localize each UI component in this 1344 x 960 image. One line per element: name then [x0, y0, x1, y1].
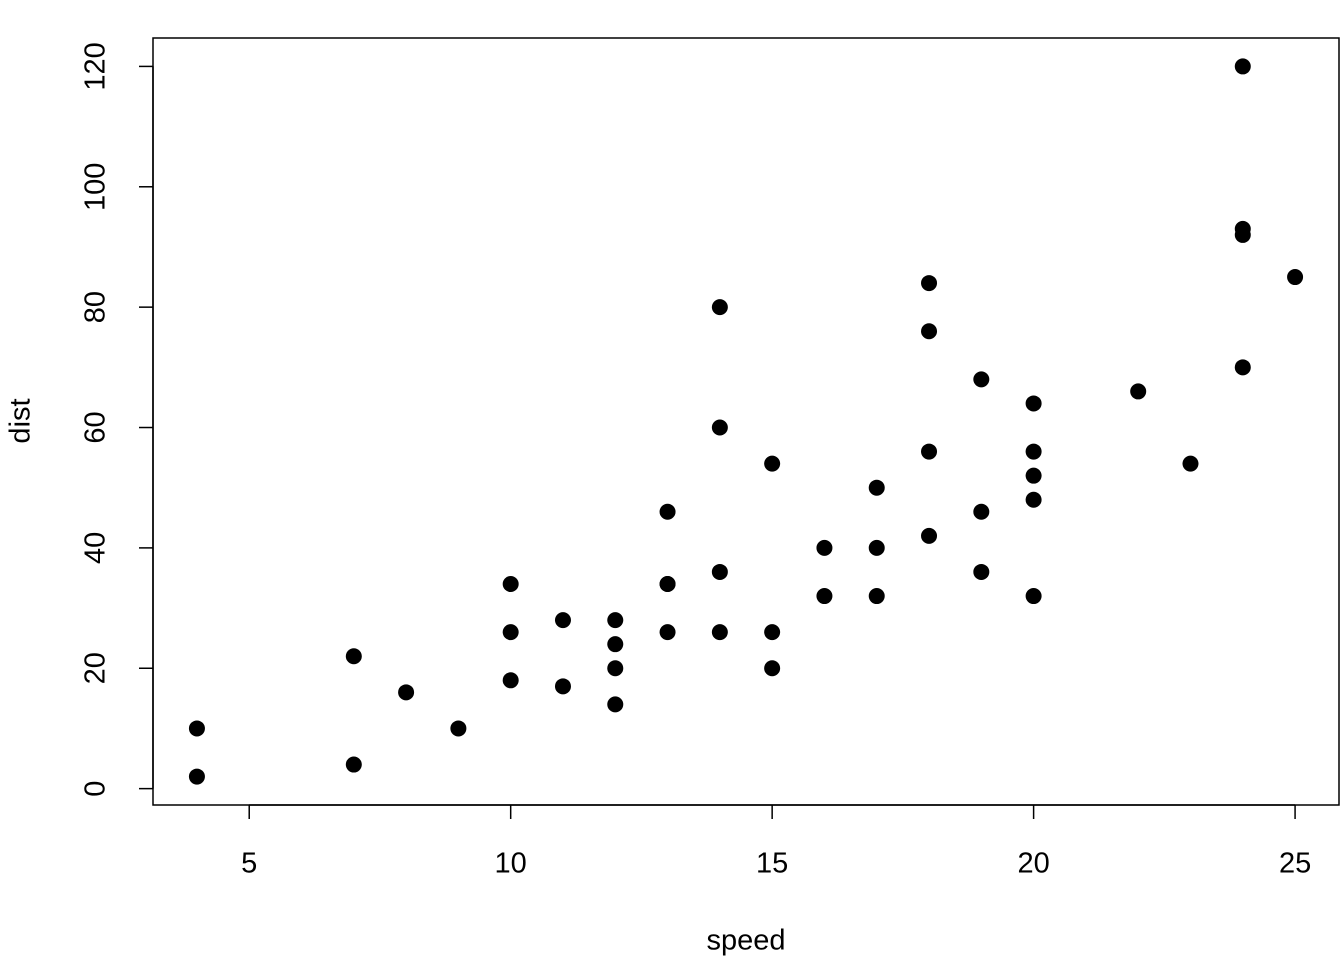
point	[554, 612, 571, 629]
point	[921, 275, 938, 292]
point	[607, 636, 624, 653]
point	[398, 684, 415, 701]
point	[921, 527, 938, 544]
point	[816, 588, 833, 605]
point	[764, 455, 781, 472]
point	[607, 660, 624, 677]
point	[973, 563, 990, 580]
point	[921, 443, 938, 460]
point	[450, 720, 467, 737]
point	[188, 768, 205, 785]
point	[1025, 443, 1042, 460]
x-axis-label: speed	[706, 925, 785, 957]
point	[711, 624, 728, 641]
point	[1025, 467, 1042, 484]
point	[711, 299, 728, 316]
x-tick-label: 25	[1279, 848, 1311, 880]
y-tick-label: 60	[80, 411, 112, 443]
point	[1130, 383, 1147, 400]
x-tick-label: 10	[495, 848, 527, 880]
x-tick-label: 5	[241, 848, 257, 880]
point	[921, 323, 938, 340]
point	[764, 624, 781, 641]
point	[868, 588, 885, 605]
y-tick-label: 40	[80, 532, 112, 564]
point	[868, 479, 885, 496]
point	[764, 660, 781, 677]
point	[502, 576, 519, 592]
point	[868, 539, 885, 556]
point	[1287, 269, 1304, 286]
y-tick-label: 20	[80, 652, 112, 684]
point	[973, 503, 990, 520]
y-tick-label: 120	[80, 42, 112, 90]
point	[502, 672, 519, 689]
point	[345, 648, 362, 665]
point	[1025, 395, 1042, 412]
point	[1234, 58, 1251, 75]
point	[1182, 455, 1199, 472]
point	[502, 624, 519, 641]
y-tick-label: 100	[80, 163, 112, 211]
y-tick-label: 0	[80, 781, 112, 797]
x-tick-label: 15	[756, 848, 788, 880]
point	[659, 503, 676, 520]
point	[711, 563, 728, 580]
point	[607, 612, 624, 629]
point	[973, 371, 990, 388]
y-tick-label: 80	[80, 291, 112, 323]
point	[607, 696, 624, 713]
point	[711, 419, 728, 436]
point	[1025, 588, 1042, 605]
point	[554, 678, 571, 695]
point	[659, 576, 676, 592]
point	[345, 756, 362, 773]
x-tick-label: 20	[1017, 848, 1049, 880]
point	[659, 624, 676, 641]
point	[816, 539, 833, 556]
plot-frame	[152, 37, 1340, 806]
point	[1234, 359, 1251, 376]
point	[188, 720, 205, 737]
y-axis-label: dist	[5, 398, 37, 443]
point	[1234, 220, 1251, 237]
point	[1025, 491, 1042, 508]
